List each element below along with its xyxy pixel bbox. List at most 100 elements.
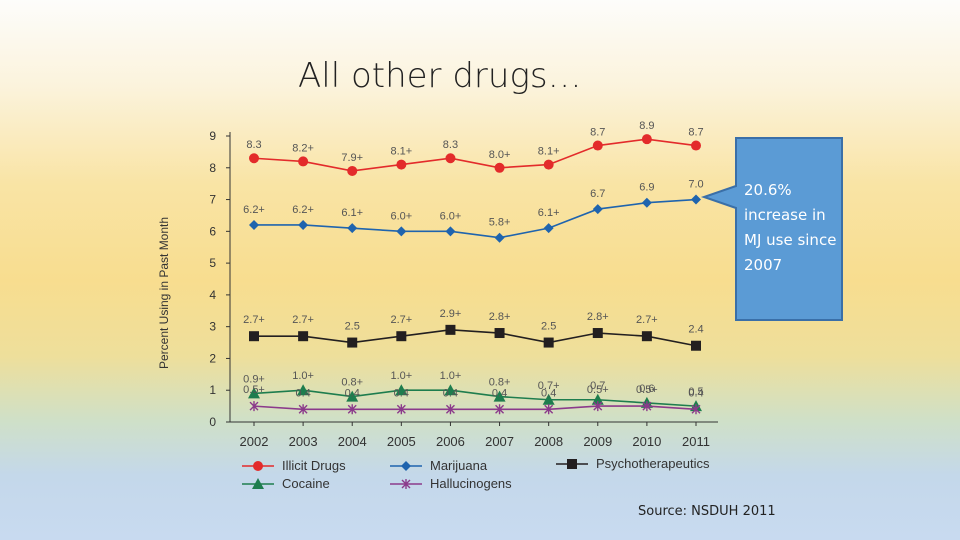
y-tick-label: 6 [209, 224, 216, 238]
data-point-marijuana [691, 194, 701, 205]
data-point-marijuana [494, 232, 505, 243]
x-tick-label: 2010 [632, 434, 661, 449]
data-label-marijuana: 6.2+ [243, 204, 265, 216]
series-line-cocaine [253, 389, 697, 407]
data-label-marijuana: 6.9 [639, 182, 654, 194]
x-tick-label: 2002 [240, 434, 269, 449]
x-tick-label: 2008 [534, 434, 563, 449]
data-label-psychotherapeutics: 2.5 [345, 321, 360, 333]
data-label-cocaine: 0.9+ [243, 373, 265, 385]
data-point-illicit-drugs [691, 140, 701, 151]
data-label-illicit-drugs: 8.2+ [292, 142, 314, 154]
data-label-hallucinogens: 0.4 [443, 387, 458, 399]
data-point-marijuana [445, 226, 456, 237]
data-point-hallucinogens [396, 404, 406, 415]
slide-title: All other drugs… [298, 56, 582, 96]
line-chart: 0 1 2 3 4 5 6 7 8 9 2002 2003 2004 2005 2006 2007 2008 20… [157, 120, 718, 491]
data-point-psychotherapeutics [641, 331, 652, 342]
data-point-psychotherapeutics [494, 328, 505, 339]
data-point-marijuana [298, 219, 309, 230]
callout-box [700, 137, 843, 321]
data-point-cocaine [346, 390, 359, 402]
legend-marker-psychotherapeutics [567, 459, 577, 469]
data-label-psychotherapeutics: 2.8+ [489, 311, 511, 323]
callout-text: 20.6% increase in MJ use since 2007 [744, 181, 837, 274]
y-tick-label: 1 [209, 383, 216, 397]
data-point-cocaine [248, 387, 260, 399]
data-label-marijuana: 5.8+ [489, 217, 511, 229]
data-label-psychotherapeutics: 2.5 [541, 321, 556, 333]
data-label-psychotherapeutics: 2.7+ [243, 314, 265, 326]
data-point-psychotherapeutics [543, 337, 554, 348]
data-label-marijuana: 6.2+ [292, 204, 314, 216]
x-tick-label: 2007 [485, 434, 514, 449]
data-label-psychotherapeutics: 2.7+ [292, 314, 314, 326]
data-label-cocaine: 1.0+ [390, 370, 412, 382]
data-point-psychotherapeutics [691, 340, 701, 351]
source-note: Source: NSDUH 2011 [638, 504, 776, 519]
series-line-psychotherapeutics [254, 329, 697, 347]
data-label-illicit-drugs: 8.7 [590, 127, 605, 139]
data-point-cocaine [395, 384, 408, 396]
data-label-marijuana: 7.0 [688, 179, 703, 191]
data-point-hallucinogens [593, 401, 603, 412]
legend-label-cocaine: Cocaine [282, 476, 330, 491]
data-label-psychotherapeutics: 2.8+ [587, 311, 609, 323]
data-label-psychotherapeutics: 2.9+ [440, 308, 462, 320]
data-label-marijuana: 6.0+ [440, 210, 462, 222]
data-point-illicit-drugs [543, 159, 554, 170]
data-label-cocaine: 0.7+ [538, 380, 560, 392]
data-point-cocaine [591, 393, 604, 405]
data-point-cocaine [297, 384, 310, 396]
legend-marker-hallucinogens [401, 479, 411, 489]
data-label-cocaine: 0.5 [688, 386, 703, 398]
data-point-cocaine [444, 384, 457, 396]
data-label-psychotherapeutics: 2.7+ [390, 314, 412, 326]
x-tick-label: 2006 [436, 434, 465, 449]
data-point-marijuana [641, 197, 652, 208]
legend-label-illicit-drugs: Illicit Drugs [282, 458, 346, 473]
data-point-psychotherapeutics [396, 331, 407, 342]
legend-label-psychotherapeutics: Psychotherapeutics [596, 456, 710, 471]
data-point-hallucinogens [544, 404, 554, 415]
data-point-psychotherapeutics [445, 324, 456, 335]
data-point-illicit-drugs [298, 156, 309, 167]
data-label-illicit-drugs: 7.9+ [341, 152, 363, 164]
data-point-marijuana [249, 219, 259, 230]
data-label-cocaine: 0.8+ [341, 377, 363, 389]
data-point-marijuana [592, 204, 603, 215]
data-point-illicit-drugs [494, 162, 505, 173]
data-point-illicit-drugs [592, 140, 603, 151]
data-label-hallucinogens: 0.4 [541, 387, 556, 399]
data-label-cocaine: 1.0+ [440, 370, 462, 382]
legend-marker-cocaine [252, 478, 264, 489]
data-point-illicit-drugs [445, 153, 456, 164]
data-label-hallucinogens: 0.5+ [243, 384, 265, 396]
data-label-hallucinogens: 0.5+ [587, 384, 609, 396]
data-point-psychotherapeutics [592, 328, 603, 339]
legend-marker-illicit-drugs [253, 461, 263, 471]
y-tick-label: 3 [209, 320, 216, 334]
data-point-psychotherapeutics [249, 331, 259, 342]
data-label-psychotherapeutics: 2.7+ [636, 314, 658, 326]
x-tick-label: 2009 [583, 434, 612, 449]
data-point-illicit-drugs [396, 159, 407, 170]
series-line-illicit-drugs [253, 138, 697, 172]
data-point-psychotherapeutics [298, 331, 309, 342]
data-label-hallucinogens: 0.5+ [636, 384, 658, 396]
data-label-marijuana: 6.7 [590, 188, 605, 200]
data-label-hallucinogens: 0.4 [688, 387, 703, 399]
data-label-marijuana: 6.1+ [538, 207, 560, 219]
data-label-psychotherapeutics: 2.4 [688, 324, 703, 336]
data-label-hallucinogens: 0.4 [492, 387, 507, 399]
data-point-cocaine [542, 393, 555, 405]
data-point-cocaine [493, 390, 506, 402]
series-line-marijuana [254, 198, 697, 239]
data-label-illicit-drugs: 8.3 [246, 139, 261, 151]
y-tick-label: 5 [209, 256, 216, 270]
y-tick-label: 4 [209, 288, 216, 302]
y-tick-label: 9 [209, 129, 216, 143]
y-axis-label: Percent Using in Past Month [157, 217, 171, 369]
data-label-illicit-drugs: 8.7 [688, 127, 703, 139]
data-point-hallucinogens [445, 404, 455, 415]
